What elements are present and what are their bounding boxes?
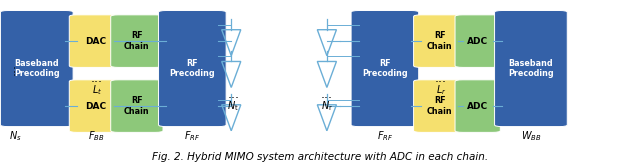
Text: RF
Precoding: RF Precoding: [362, 59, 408, 78]
Text: RF
Precoding: RF Precoding: [170, 59, 215, 78]
FancyBboxPatch shape: [455, 80, 500, 132]
Text: RF
Chain: RF Chain: [427, 96, 452, 116]
FancyBboxPatch shape: [455, 15, 500, 67]
Text: Fig. 2. Hybrid MIMO system architecture with ADC in each chain.: Fig. 2. Hybrid MIMO system architecture …: [152, 152, 488, 162]
FancyBboxPatch shape: [413, 80, 466, 132]
Text: $N_{\mathrm{r}}$: $N_{\mathrm{r}}$: [321, 99, 333, 113]
FancyBboxPatch shape: [413, 15, 466, 67]
Text: ADC: ADC: [467, 102, 488, 111]
FancyBboxPatch shape: [159, 11, 226, 127]
Text: $N_s$: $N_s$: [10, 129, 22, 143]
Text: DAC: DAC: [85, 37, 106, 46]
Text: $F_{RF}$: $F_{RF}$: [377, 129, 393, 143]
FancyBboxPatch shape: [495, 11, 567, 127]
Text: $F_{RF}$: $F_{RF}$: [184, 129, 200, 143]
FancyBboxPatch shape: [111, 80, 163, 132]
Text: $N_{\mathrm{t}}$: $N_{\mathrm{t}}$: [227, 99, 239, 113]
Text: RF
Chain: RF Chain: [124, 96, 150, 116]
Text: ...: ...: [227, 88, 239, 101]
Text: ...: ...: [435, 72, 447, 85]
Text: ADC: ADC: [467, 37, 488, 46]
Text: ...: ...: [321, 88, 333, 101]
Text: $F_{BB}$: $F_{BB}$: [88, 129, 105, 143]
Text: DAC: DAC: [85, 102, 106, 111]
Text: Baseband
Precoding: Baseband Precoding: [14, 59, 60, 78]
FancyBboxPatch shape: [1, 11, 73, 127]
FancyBboxPatch shape: [111, 15, 163, 67]
Text: ...: ...: [91, 72, 102, 85]
Text: RF
Chain: RF Chain: [124, 31, 150, 51]
Text: ...: ...: [5, 63, 18, 75]
FancyBboxPatch shape: [69, 15, 122, 67]
FancyBboxPatch shape: [69, 80, 122, 132]
Text: $L_r$: $L_r$: [436, 83, 446, 97]
Text: $L_t$: $L_t$: [92, 83, 102, 97]
Text: Baseband
Precoding: Baseband Precoding: [508, 59, 554, 78]
Text: $W_{BB}$: $W_{BB}$: [520, 129, 541, 143]
FancyBboxPatch shape: [351, 11, 419, 127]
Text: RF
Chain: RF Chain: [427, 31, 452, 51]
